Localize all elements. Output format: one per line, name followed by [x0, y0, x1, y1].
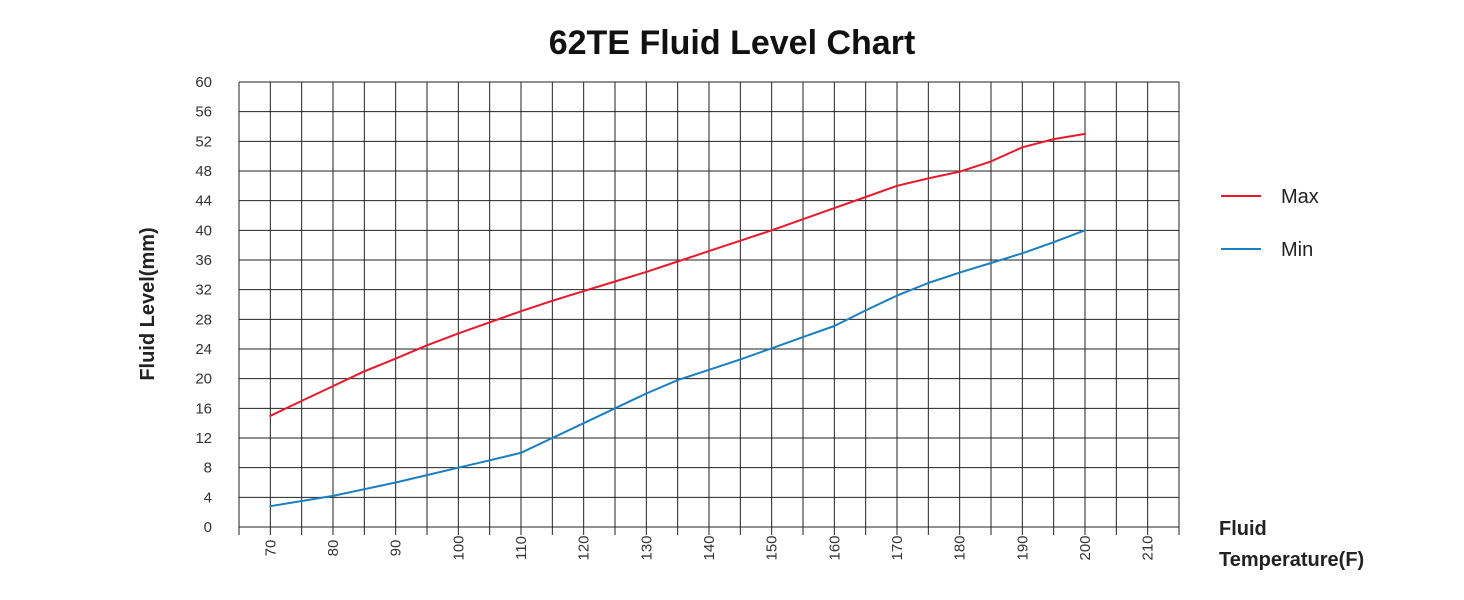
y-tick-label: 12	[195, 430, 212, 447]
y-tick-label: 4	[204, 489, 212, 506]
x-tick-label: 150	[764, 535, 781, 560]
series-group	[269, 132, 1086, 508]
x-tick-label: 170	[889, 535, 906, 560]
y-axis-title: Fluid Level(mm)	[137, 227, 159, 380]
legend: Max Min	[1221, 186, 1319, 261]
y-tick-label: 28	[195, 311, 212, 328]
x-tick-label: 210	[1140, 535, 1157, 560]
chart-title: 62TE Fluid Level Chart	[548, 24, 916, 62]
x-axis-title-line-1: Fluid	[1219, 518, 1267, 540]
x-tick-label: 160	[826, 535, 843, 560]
x-tick-label: 100	[450, 535, 467, 560]
x-tick-label: 140	[701, 535, 718, 560]
y-tick-label: 40	[195, 222, 212, 239]
y-tick-label: 44	[195, 193, 212, 210]
legend-label-max: Max	[1281, 186, 1319, 208]
y-tick-label: 60	[195, 74, 212, 91]
y-tick-label: 48	[195, 163, 212, 180]
y-tick-label: 32	[195, 282, 212, 299]
y-tick-label: 24	[195, 341, 212, 358]
series-line-min	[269, 229, 1086, 508]
y-tick-label: 36	[195, 252, 212, 269]
y-tick-label: 8	[204, 460, 212, 477]
chart-grid	[238, 81, 1180, 535]
x-tick-labels: 70 80 90 100 110 120 130 140 150 160 170 180 190 200 2…	[262, 535, 1156, 560]
x-tick-label: 180	[952, 535, 969, 560]
x-tick-label: 120	[576, 535, 593, 560]
x-tick-label: 200	[1077, 535, 1094, 560]
series-line-max	[269, 132, 1086, 417]
x-tick-label: 90	[388, 540, 405, 557]
legend-label-min: Min	[1281, 239, 1313, 261]
x-tick-label: 190	[1014, 535, 1031, 560]
x-tick-label: 70	[262, 540, 279, 557]
x-axis-title-line-2: Temperature(F)	[1219, 549, 1364, 571]
y-tick-label: 20	[195, 371, 212, 388]
x-tick-label: 130	[638, 535, 655, 560]
y-tick-label: 0	[204, 519, 212, 536]
x-tick-label: 80	[325, 540, 342, 557]
y-tick-label: 52	[195, 133, 212, 150]
x-tick-label: 110	[513, 536, 530, 560]
y-tick-label: 56	[195, 104, 212, 121]
y-tick-label: 16	[195, 400, 212, 417]
